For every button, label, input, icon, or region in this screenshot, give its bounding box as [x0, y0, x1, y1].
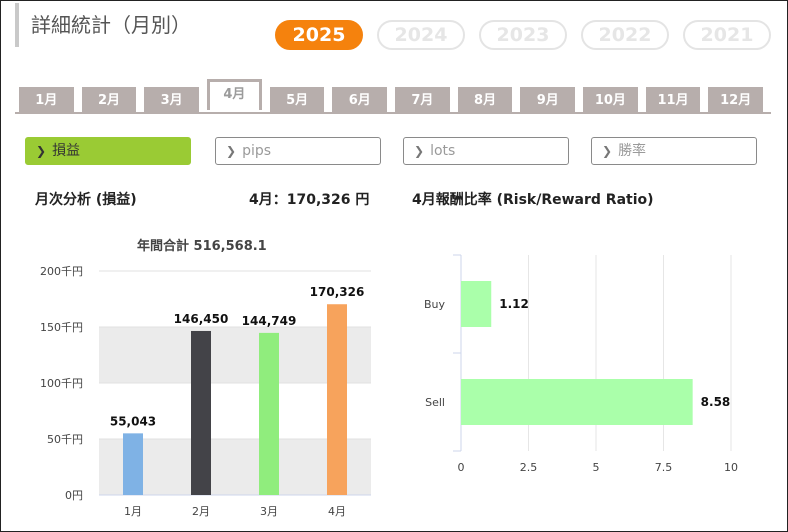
y-category-label: Sell — [425, 396, 445, 409]
year-button-2022[interactable]: 2022 — [581, 20, 669, 50]
x-tick-label: 5 — [593, 461, 600, 474]
month-tab-7[interactable]: 7月 — [395, 87, 450, 113]
metric-label: 損益 — [52, 143, 81, 159]
year-button-2024[interactable]: 2024 — [377, 20, 465, 50]
month-summary: 4月：170,326 円 — [249, 192, 370, 208]
y-tick-label: 100千円 — [40, 377, 83, 390]
annual-total: 年間合計 516,568.1 — [137, 239, 267, 254]
risk-reward-chart: 0 2.5 5 7.5 10 1.12 Buy 8.58 Sell — [424, 254, 738, 474]
month-tab-4[interactable]: 4月 — [206, 79, 262, 110]
month-tab-3[interactable]: 3月 — [144, 87, 199, 113]
y-tick-label: 0円 — [65, 489, 83, 502]
bar-value-label: 170,326 — [310, 285, 365, 299]
y-tick-label: 50千円 — [47, 433, 83, 446]
chevron-right-icon: ❯ — [414, 144, 425, 158]
month-tab-5[interactable]: 5月 — [269, 87, 325, 113]
month-tab-6[interactable]: 6月 — [332, 87, 388, 113]
bar-value-label: 144,749 — [242, 314, 297, 328]
reward-ratio-title: 4月報酬比率 (Risk/Reward Ratio) — [412, 192, 654, 208]
y-tick-label: 150千円 — [40, 321, 83, 334]
bar-value-label: 1.12 — [499, 297, 529, 311]
metric-button-2[interactable]: ❯ lots — [403, 137, 569, 165]
plot-band — [99, 327, 371, 383]
month-tab-8[interactable]: 8月 — [457, 87, 513, 113]
metric-button-3[interactable]: ❯ 勝率 — [591, 137, 757, 165]
bar-value-label: 55,043 — [110, 414, 156, 428]
bar-value-label: 8.58 — [701, 395, 731, 409]
bar-Buy[interactable] — [461, 281, 492, 327]
month-tab-2[interactable]: 2月 — [81, 87, 137, 113]
bar-value-label: 146,450 — [174, 312, 229, 326]
monthly-analysis-title: 月次分析 (損益) — [35, 192, 137, 208]
y-category-label: Buy — [424, 298, 446, 311]
x-tick-label: 3月 — [260, 505, 278, 518]
metric-label: 勝率 — [618, 143, 647, 159]
x-tick-label: 10 — [724, 461, 738, 474]
x-tick-label: 2月 — [192, 505, 210, 518]
tab-underline — [15, 112, 771, 114]
x-tick-label: 2.5 — [520, 461, 538, 474]
bar-Sell[interactable] — [461, 379, 693, 425]
month-tabs: 1月 2月 3月 4月 5月 6月 7月 8月 9月 10月 11月 12月 — [19, 79, 764, 113]
month-tab-11[interactable]: 11月 — [645, 87, 701, 113]
year-button-2023[interactable]: 2023 — [479, 20, 567, 50]
bar-1月[interactable] — [123, 433, 143, 495]
metric-button-0[interactable]: ❯ 損益 — [25, 137, 191, 165]
x-tick-label: 7.5 — [655, 461, 673, 474]
x-tick-label: 4月 — [328, 505, 346, 518]
month-tab-10[interactable]: 10月 — [583, 87, 638, 113]
bar-3月[interactable] — [259, 332, 279, 495]
chevron-right-icon: ❯ — [602, 144, 613, 158]
chevron-right-icon: ❯ — [226, 144, 237, 158]
month-tab-12[interactable]: 12月 — [708, 87, 764, 113]
chevron-right-icon: ❯ — [36, 144, 47, 158]
y-tick-label: 200千円 — [40, 265, 83, 278]
year-button-2021[interactable]: 2021 — [683, 20, 771, 50]
bar-4月[interactable] — [327, 304, 347, 495]
year-button-2025[interactable]: 2025 — [275, 20, 363, 50]
metric-label: pips — [242, 143, 272, 159]
bar-2月[interactable] — [191, 330, 211, 495]
metric-label: lots — [430, 143, 456, 159]
plot-band — [99, 439, 371, 495]
x-tick-label: 1月 — [124, 505, 142, 518]
x-tick-label: 0 — [458, 461, 465, 474]
month-tab-1[interactable]: 1月 — [19, 87, 74, 113]
metric-button-1[interactable]: ❯ pips — [215, 137, 381, 165]
year-selector: 2025 2024 2023 2022 2021 — [275, 20, 771, 50]
page-title: 詳細統計（月別） — [15, 3, 191, 47]
month-tab-9[interactable]: 9月 — [520, 87, 576, 113]
monthly-profit-chart: 0円 50千円 100千円 150千円 200千円 55,043 1月 146,450 2月 14… — [40, 265, 371, 518]
